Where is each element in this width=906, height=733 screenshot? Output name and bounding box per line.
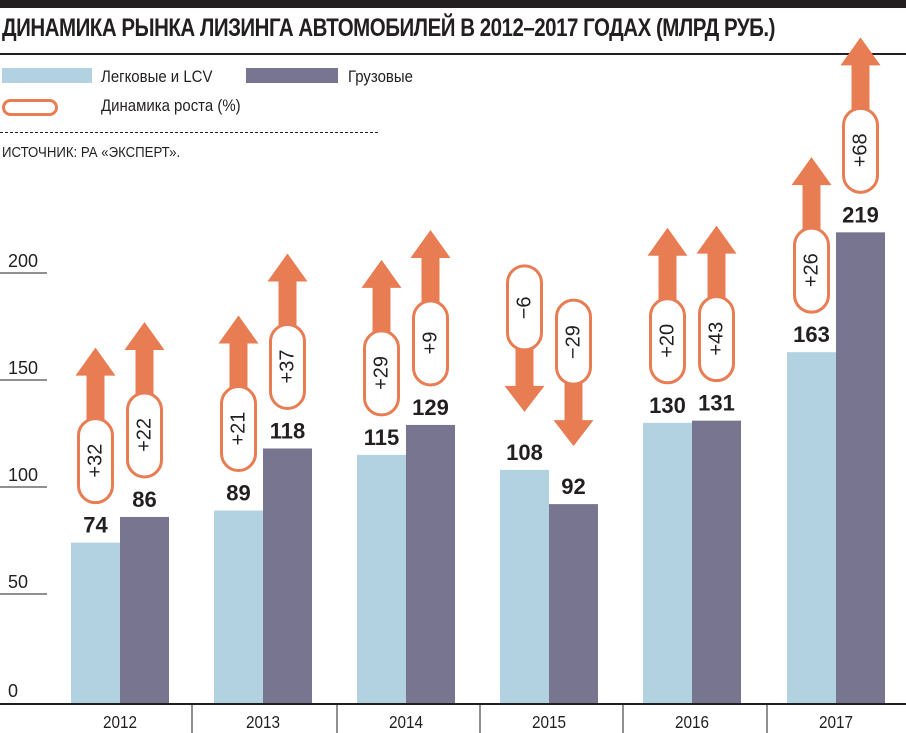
growth-arrow-shaft [229, 341, 248, 389]
growth-arrow-shaft [515, 347, 534, 388]
growth-pill [842, 106, 879, 194]
bar-trucks [406, 424, 455, 703]
legend-label-cars: Легковые и LCV [101, 67, 213, 86]
growth-pill [126, 391, 163, 479]
growth-arrow-shaft [86, 373, 105, 421]
growth-arrow-shaft [421, 255, 440, 303]
growth-pill [555, 298, 592, 386]
legend-divider [0, 132, 378, 133]
growth-arrow-up-icon [124, 321, 165, 350]
value-label: 74 [83, 513, 108, 538]
growth-arrow-up-icon [840, 37, 881, 66]
growth-arrow-down-icon [504, 385, 545, 412]
growth-arrow-down-icon [553, 420, 594, 447]
x-tick-label: 2017 [819, 712, 853, 732]
growth-arrow-up-icon [267, 253, 308, 282]
bar-trucks [692, 420, 741, 703]
growth-label: +29 [371, 356, 393, 390]
growth-label: +37 [277, 350, 299, 384]
bar-trucks [549, 504, 598, 703]
growth-arrow-shaft [278, 279, 297, 327]
bar-cars [500, 469, 549, 703]
growth-arrow-up-icon [791, 157, 832, 186]
growth-label: +43 [706, 322, 728, 356]
growth-label: +68 [850, 133, 872, 167]
source-note: ИСТОЧНИК: РА «ЭКСПЕРТ». [2, 144, 181, 161]
value-label: 115 [364, 425, 400, 450]
growth-pill [649, 297, 686, 385]
legend-swatch-cars [2, 68, 92, 83]
growth-label: +32 [85, 444, 107, 478]
growth-pill [698, 295, 735, 383]
bar-cars [357, 454, 406, 703]
value-label: 129 [412, 395, 449, 420]
chart-title: ДИНАМИКА РЫНКА ЛИЗИНГА АВТОМОБИЛЕЙ В 201… [2, 14, 775, 42]
x-tick-label: 2015 [532, 712, 566, 732]
value-label: 86 [132, 487, 156, 512]
growth-label: +20 [657, 324, 679, 358]
bar-trucks [120, 516, 169, 703]
bar-cars [71, 542, 120, 703]
value-label: 219 [842, 202, 879, 227]
value-label: 92 [561, 474, 585, 499]
title-divider [0, 53, 906, 55]
bar-cars [643, 422, 692, 703]
top-bar [0, 0, 906, 8]
value-label: 131 [698, 391, 735, 416]
bar-trucks [263, 448, 312, 703]
growth-pill [506, 264, 543, 352]
legend-swatch-trucks [246, 68, 338, 83]
growth-pill [363, 329, 400, 417]
value-label: 163 [793, 322, 830, 347]
growth-arrow-shaft [802, 183, 821, 231]
legend-label-growth: Динамика роста (%) [101, 96, 241, 115]
legend-label-trucks: Грузовые [348, 67, 413, 86]
y-tick-label: 100 [8, 465, 38, 485]
growth-arrow-shaft [135, 347, 154, 395]
growth-pill [220, 385, 257, 473]
growth-arrow-shaft [707, 251, 726, 299]
growth-label: −29 [563, 325, 585, 359]
growth-label: +21 [228, 412, 250, 446]
x-tick-label: 2016 [675, 712, 709, 732]
growth-pill [77, 417, 114, 505]
y-tick-label: 200 [8, 251, 38, 271]
growth-arrow-shaft [658, 253, 677, 301]
value-label: 89 [226, 481, 250, 506]
growth-arrow-shaft [564, 382, 583, 423]
growth-arrow-up-icon [696, 225, 737, 254]
growth-arrow-up-icon [218, 315, 259, 344]
bar-cars [787, 352, 836, 703]
growth-arrow-shaft [851, 63, 870, 111]
value-label: 130 [649, 393, 686, 418]
value-label: 118 [270, 418, 306, 443]
growth-arrow-up-icon [361, 259, 402, 288]
growth-label: +26 [801, 253, 823, 287]
bar-cars [214, 510, 263, 703]
growth-label: +9 [420, 332, 442, 355]
growth-arrow-up-icon [410, 229, 451, 258]
growth-pill [269, 322, 306, 410]
value-label: 108 [506, 440, 543, 465]
legend-growth-pill-icon [2, 99, 58, 116]
growth-arrow-shaft [372, 285, 391, 333]
growth-label: −6 [514, 296, 536, 319]
y-tick-label: 150 [8, 358, 38, 378]
x-tick-label: 2012 [103, 712, 137, 732]
growth-arrow-up-icon [647, 227, 688, 256]
x-tick-label: 2013 [246, 712, 280, 732]
growth-pill [412, 299, 449, 387]
growth-label: +22 [134, 418, 156, 452]
y-tick-label: 0 [8, 681, 18, 701]
y-tick-label: 50 [8, 572, 28, 592]
bar-trucks [836, 232, 885, 703]
growth-pill [793, 226, 830, 314]
growth-arrow-up-icon [75, 347, 116, 376]
x-tick-label: 2014 [389, 712, 423, 732]
